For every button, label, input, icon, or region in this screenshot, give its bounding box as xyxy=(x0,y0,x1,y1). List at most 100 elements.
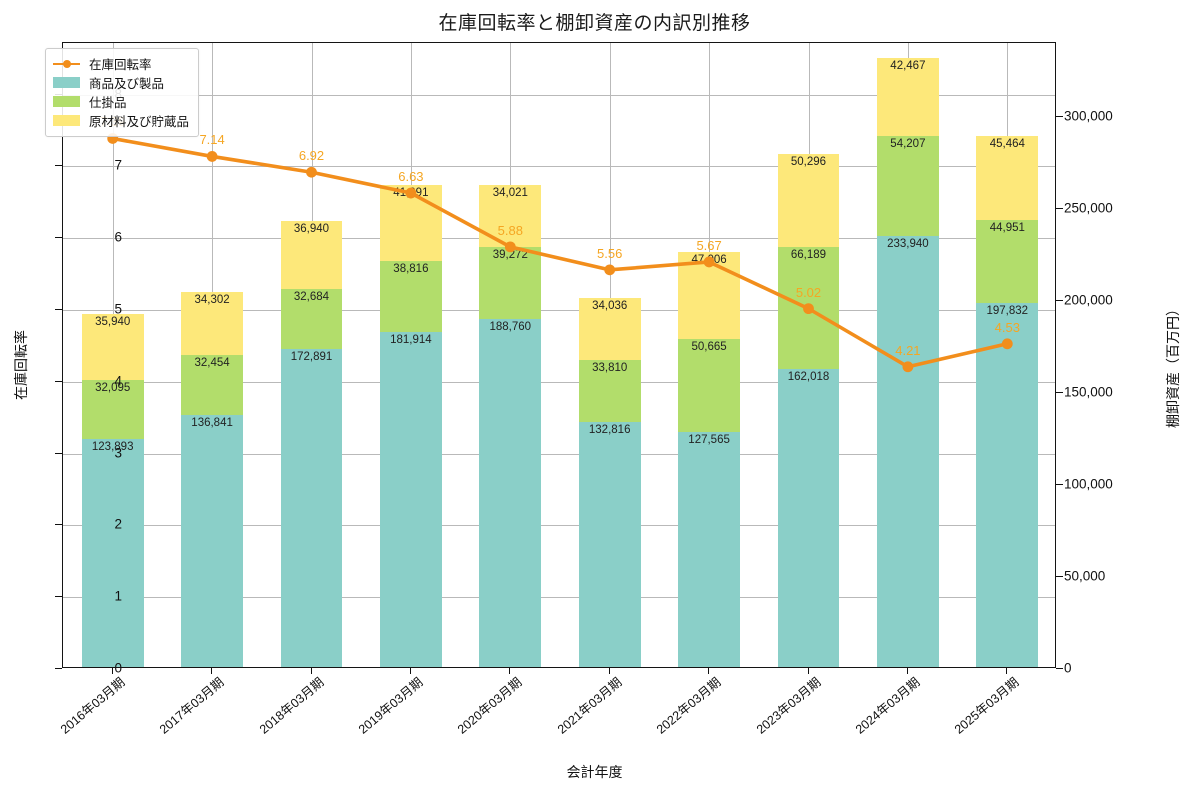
bar-series-layer: 123,893 32,095 35,940 136,841 32,454 34,302 17… xyxy=(63,43,1055,667)
bar-group[interactable]: 233,940 54,207 42,467 xyxy=(877,41,939,667)
y-axis-right-tick: 100,000 xyxy=(1064,476,1113,492)
y-axis-left-tickmark xyxy=(55,380,62,382)
bar-segment-2[interactable]: 35,940 xyxy=(81,313,144,380)
bar-value-label: 50,665 xyxy=(691,340,727,353)
bar-group[interactable]: 172,891 32,684 36,940 xyxy=(280,41,343,667)
x-axis-tick-label: 2023年03月期 xyxy=(753,675,824,737)
bar-value-label: 33,810 xyxy=(592,362,628,375)
y-axis-right-tickmark xyxy=(1056,668,1063,669)
x-axis-tickmark xyxy=(906,668,908,674)
bar-segment-1[interactable]: 44,951 xyxy=(976,220,1039,303)
bar-value-label: 172,891 xyxy=(290,350,333,363)
page-title: 在庫回転率と棚卸資産の内訳別推移 xyxy=(438,13,751,34)
legend-label: 商品及び製品 xyxy=(89,77,165,91)
bar-segment-2[interactable]: 34,036 xyxy=(578,297,641,361)
bar-segment-0[interactable]: 181,914 xyxy=(380,332,442,667)
y-axis-right-tick: 0 xyxy=(1064,660,1072,676)
y-axis-left-tickmark xyxy=(55,309,62,311)
bar-value-label: 45,464 xyxy=(989,138,1025,151)
bar-segment-1[interactable]: 32,454 xyxy=(181,355,243,416)
legend-line-marker-icon xyxy=(53,58,80,69)
line-marker[interactable] xyxy=(405,187,417,199)
y-axis-right-label: 棚卸資産（百万円） xyxy=(1165,302,1181,428)
bar-segment-2[interactable]: 42,467 xyxy=(877,58,939,137)
legend-item[interactable]: 原材料及び貯蔵品 xyxy=(53,111,189,130)
line-value-label: 5.56 xyxy=(597,245,623,261)
bar-value-label: 127,565 xyxy=(688,434,730,447)
legend-label: 在庫回転率 xyxy=(89,58,152,72)
y-axis-left-tick: 1 xyxy=(114,588,122,604)
bar-group[interactable]: 123,893 32,095 35,940 xyxy=(81,41,144,667)
gridline-horizontal xyxy=(63,381,1055,383)
bar-value-label: 38,816 xyxy=(393,262,429,275)
bar-segment-0[interactable]: 197,832 xyxy=(976,302,1039,667)
bar-segment-1[interactable]: 54,207 xyxy=(877,136,939,237)
x-axis-tick-label: 2020年03月期 xyxy=(455,675,525,737)
bar-segment-1[interactable]: 32,095 xyxy=(81,379,144,439)
legend-item[interactable]: 在庫回転率 xyxy=(53,54,189,73)
bar-segment-1[interactable]: 50,665 xyxy=(678,338,740,433)
gridline-horizontal xyxy=(63,453,1055,455)
y-axis-left-tickmark xyxy=(55,237,62,239)
y-axis-right-tick: 300,000 xyxy=(1064,108,1113,124)
x-axis-tickmark xyxy=(310,668,312,674)
x-axis-tickmark xyxy=(1006,668,1008,674)
bar-group[interactable]: 197,832 44,951 45,464 xyxy=(976,41,1039,667)
bar-segment-2[interactable]: 50,296 xyxy=(777,154,840,247)
bar-value-label: 181,914 xyxy=(390,334,432,347)
bar-segment-1[interactable]: 32,684 xyxy=(280,288,343,349)
line-marker[interactable] xyxy=(206,151,218,162)
bar-segment-0[interactable]: 162,018 xyxy=(777,368,840,667)
bar-segment-1[interactable]: 33,810 xyxy=(578,360,641,423)
x-axis-tickmark xyxy=(708,668,710,674)
bar-segment-2[interactable]: 45,464 xyxy=(976,136,1039,220)
legend-item[interactable]: 商品及び製品 xyxy=(53,73,189,92)
bar-group[interactable]: 132,816 33,810 34,036 xyxy=(578,41,641,667)
y-axis-right-tickmark xyxy=(1056,483,1063,485)
plot-area: 123,893 32,095 35,940 136,841 32,454 34,302 17… xyxy=(62,42,1056,668)
line-marker[interactable] xyxy=(604,264,616,276)
bar-segment-0[interactable]: 132,816 xyxy=(578,422,641,667)
legend-item[interactable]: 仕掛品 xyxy=(53,92,189,111)
line-marker[interactable] xyxy=(306,166,317,178)
bar-value-label: 123,893 xyxy=(91,440,134,453)
line-marker[interactable] xyxy=(703,256,715,268)
bar-segment-0[interactable]: 123,893 xyxy=(81,438,144,667)
bar-segment-0[interactable]: 188,760 xyxy=(479,319,542,667)
bar-value-label: 44,951 xyxy=(989,222,1025,235)
bar-value-label: 34,302 xyxy=(194,294,230,307)
y-axis-right-tick: 50,000 xyxy=(1064,568,1106,584)
bar-segment-0[interactable]: 233,940 xyxy=(877,236,939,667)
y-axis-right-tickmark xyxy=(1056,115,1063,117)
bar-value-label: 32,095 xyxy=(95,381,131,394)
legend-color-swatch xyxy=(53,115,80,126)
bar-segment-1[interactable]: 38,816 xyxy=(380,260,442,333)
line-marker[interactable] xyxy=(803,303,814,315)
bar-segment-1[interactable]: 39,272 xyxy=(479,247,542,320)
bar-group[interactable]: 136,841 32,454 34,302 xyxy=(181,41,243,667)
bar-value-label: 197,832 xyxy=(986,304,1029,317)
y-axis-right-tickmark xyxy=(1056,207,1063,209)
line-marker[interactable] xyxy=(902,361,914,373)
bar-segment-0[interactable]: 136,841 xyxy=(181,415,243,667)
bar-segment-0[interactable]: 172,891 xyxy=(280,348,343,667)
line-marker[interactable] xyxy=(504,241,516,253)
bar-segment-0[interactable]: 127,565 xyxy=(678,432,740,667)
gridline-horizontal xyxy=(63,525,1055,527)
line-marker[interactable] xyxy=(1001,338,1013,350)
bar-segment-2[interactable]: 34,302 xyxy=(181,292,243,356)
x-axis-tick-label: 2019年03月期 xyxy=(355,675,426,737)
bar-value-label: 162,018 xyxy=(787,370,830,383)
legend-color-swatch xyxy=(53,96,80,107)
y-axis-right-tick: 250,000 xyxy=(1064,200,1113,216)
y-axis-left-tick: 7 xyxy=(114,157,122,173)
bar-group[interactable]: 162,018 66,189 50,296 xyxy=(777,41,840,667)
line-path xyxy=(110,136,1010,369)
bar-segment-2[interactable]: 36,940 xyxy=(280,220,343,289)
y-axis-left-tickmark xyxy=(55,524,62,526)
bar-group[interactable]: 188,760 39,272 34,021 xyxy=(479,41,542,667)
x-axis-tick-label: 2018年03月期 xyxy=(256,675,327,737)
y-axis-left-tick: 5 xyxy=(114,301,122,317)
x-axis-tickmark xyxy=(409,668,411,674)
